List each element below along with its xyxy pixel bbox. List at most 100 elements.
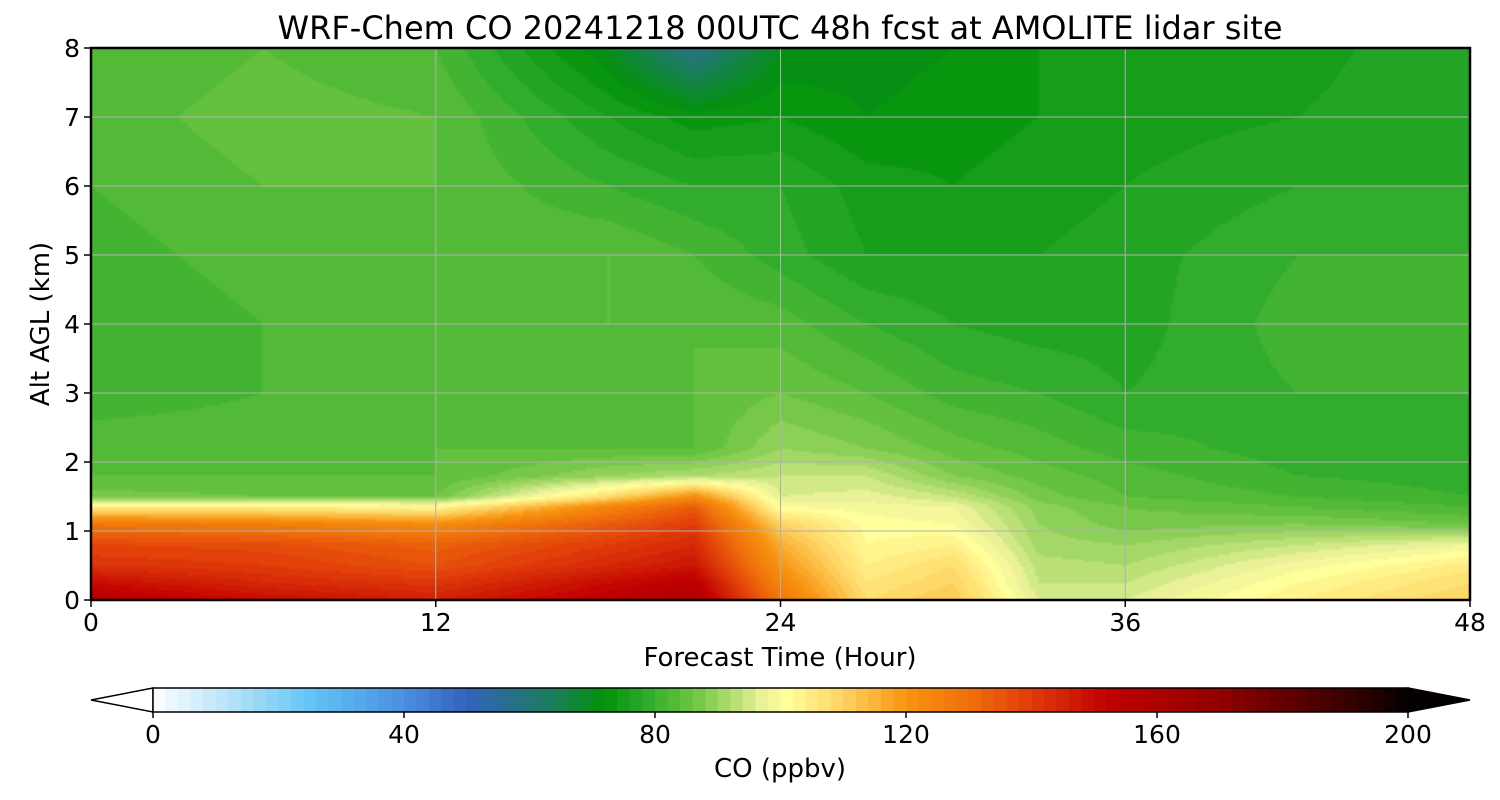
colorbar-band (1131, 688, 1146, 712)
colorbar-band (629, 688, 644, 712)
colorbar-band (1069, 688, 1083, 712)
colorbar-band (692, 688, 706, 712)
colorbar-band (993, 688, 1007, 712)
colorbar-band (1182, 688, 1196, 712)
colorbar-band (265, 688, 280, 712)
colorbar-tick-label: 40 (388, 720, 420, 749)
colorbar-band (554, 688, 568, 712)
colorbar-band (805, 688, 819, 712)
colorbar-bands (153, 688, 1409, 712)
colorbar-band (391, 688, 405, 712)
colorbar-band (1157, 688, 1171, 712)
x-tick-label: 36 (1109, 608, 1141, 637)
colorbar-band (579, 688, 593, 712)
colorbar-band (303, 688, 317, 712)
colorbar-band (1094, 688, 1108, 712)
y-tick-label: 0 (64, 586, 80, 615)
colorbar-band (378, 688, 393, 712)
colorbar-band (918, 688, 932, 712)
colorbar-band (1169, 688, 1183, 712)
colorbar-band (705, 688, 719, 712)
colorbar-band (153, 688, 167, 712)
y-tick-label: 7 (64, 103, 80, 132)
colorbar-band (165, 688, 179, 712)
colorbar-tick-label: 120 (882, 720, 930, 749)
colorbar-band (454, 688, 468, 712)
colorbar-band (717, 688, 731, 712)
colorbar-band (780, 688, 794, 712)
colorbar-band (466, 688, 480, 712)
colorbar-band (1194, 688, 1208, 712)
colorbar-band (868, 688, 882, 712)
colorbar-band (316, 688, 330, 712)
colorbar-band (1357, 688, 1371, 712)
colorbar-tick-label: 80 (639, 720, 671, 749)
colorbar-frame (152, 687, 1409, 713)
colorbar-band (767, 688, 782, 712)
colorbar-band (416, 688, 430, 712)
colorbar-band (981, 688, 995, 712)
colorbar-band (1219, 688, 1233, 712)
colorbar-band (604, 688, 618, 712)
colorbar-band (843, 688, 857, 712)
colorbar-band (542, 688, 556, 712)
colorbar-band (291, 688, 305, 712)
colorbar-label: CO (ppbv) (714, 754, 846, 784)
colorbar-band (793, 688, 807, 712)
colorbar-band (855, 688, 869, 712)
colorbar-band (617, 688, 631, 712)
colorbar-tick-label: 200 (1384, 720, 1432, 749)
colorbar-band (1269, 688, 1284, 712)
colorbar-band (1307, 688, 1321, 712)
colorbar-band (667, 688, 681, 712)
colorbar-band (429, 688, 443, 712)
colorbar-band (529, 688, 543, 712)
colorbar-band (968, 688, 982, 712)
colorbar-band (1207, 688, 1221, 712)
colorbar-ticks: 0 40 80 120 160 200 (145, 712, 1432, 749)
colorbar-band (353, 688, 367, 712)
colorbar-band (818, 688, 832, 712)
colorbar-band (1244, 688, 1258, 712)
colorbar-band (366, 688, 380, 712)
colorbar-band (830, 688, 844, 712)
colorbar-band (215, 688, 229, 712)
colorbar-tick-label: 160 (1133, 720, 1181, 749)
colorbar-band (893, 688, 907, 712)
y-tick-label: 3 (64, 379, 80, 408)
x-tick-label: 48 (1454, 608, 1486, 637)
colorbar-band (1257, 688, 1271, 712)
colorbar-band (1320, 688, 1334, 712)
colorbar-band (178, 688, 192, 712)
colorbar-band (1232, 688, 1246, 712)
x-axis-label: Forecast Time (Hour) (643, 643, 916, 673)
plot-area (89, 46, 1472, 602)
colorbar-band (655, 688, 669, 712)
colorbar-band (228, 688, 242, 712)
colorbar-band (1031, 688, 1045, 712)
colorbar-band (1006, 688, 1020, 712)
colorbar-band (567, 688, 581, 712)
colorbar-band (404, 688, 418, 712)
colorbar-band (592, 688, 606, 712)
chart-title: WRF-Chem CO 20241218 00UTC 48h fcst at A… (277, 9, 1282, 47)
colorbar-band (1056, 688, 1070, 712)
colorbar-band (479, 688, 493, 712)
colorbar-band (956, 688, 970, 712)
colorbar-band (680, 688, 694, 712)
y-tick-label: 2 (64, 448, 80, 477)
colorbar-band (1119, 688, 1133, 712)
colorbar-band (1345, 688, 1359, 712)
colorbar-band (1395, 688, 1409, 712)
y-axis: 0 1 2 3 4 5 6 7 8 (64, 34, 91, 615)
y-tick-label: 8 (64, 34, 80, 63)
colorbar-band (504, 688, 518, 712)
colorbar-band (1018, 688, 1033, 712)
colorbar-tick-label: 0 (145, 720, 161, 749)
colorbar-band (1370, 688, 1384, 712)
x-axis: 0 12 24 36 48 (83, 600, 1486, 637)
colorbar-band (253, 688, 267, 712)
colorbar-band (278, 688, 292, 712)
colorbar-low-extend (90, 687, 154, 713)
